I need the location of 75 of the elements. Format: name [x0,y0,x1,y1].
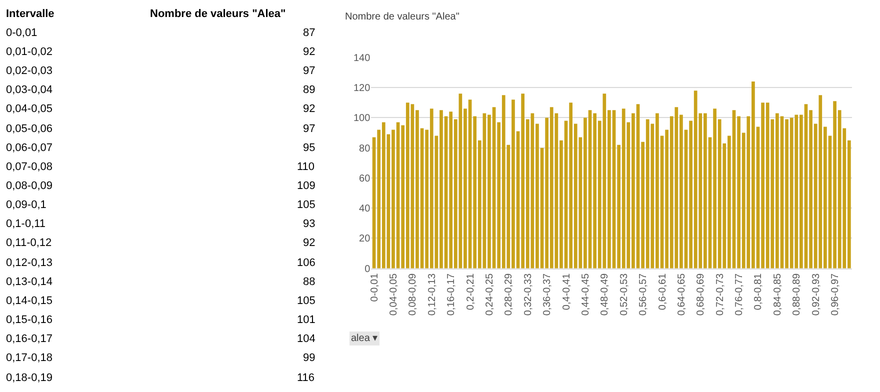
text: 0,02-0,03 [6,65,52,77]
y-tick-label: 20 [359,234,371,245]
x-tick-label: 0,48-0,49 [600,272,611,316]
text: 88 [303,276,316,288]
text: 105 [297,199,316,211]
x-tick-label: 0,4-0,41 [561,272,572,310]
y-tick-label: 100 [353,113,371,124]
text: Nombre de valeurs "Alea" [150,8,286,20]
y-tick-label: 120 [353,83,371,94]
x-tick-label: 0,08-0,09 [408,272,419,316]
text: 0,11-0,12 [6,237,52,249]
x-tick-label: 0,52-0,53 [618,272,630,316]
text: 0,08-0,09 [6,180,52,192]
text: 0,17-0,18 [6,352,52,364]
text: 101 [297,314,316,326]
text: alea ▾ [351,333,378,344]
text: 0,09-0,1 [6,199,46,211]
x-tick-label: 0,16-0,17 [446,272,458,316]
text: 0-0,01 [6,27,38,39]
y-tick-label: 60 [359,173,371,184]
y-tick-label: 80 [359,143,371,154]
text: 87 [303,27,316,39]
text: 116 [297,372,315,384]
x-tick-label: 0,64-0,65 [676,272,688,316]
text: 0,07-0,08 [6,161,52,173]
text: 0,16-0,17 [6,333,52,345]
x-tick-label: 0,56-0,57 [638,272,650,316]
chart-title: Nombre de valeurs "Alea" [345,12,460,22]
x-tick-label: 0,84-0,85 [772,272,784,316]
x-tick-label: 0,24-0,25 [484,272,496,316]
text: 0,06-0,07 [6,142,52,154]
x-tick-label: 0,6-0,61 [657,272,668,310]
x-tick-label: 0,04-0,05 [388,272,400,316]
x-tick-label: 0,36-0,37 [542,272,554,316]
text: 99 [303,352,316,364]
y-tick-label: 140 [353,52,371,64]
text: 93 [303,218,316,230]
text: 110 [297,161,315,173]
text: 0,13-0,14 [6,276,52,288]
text: 89 [303,84,316,96]
text: 97 [303,123,316,135]
text: 97 [303,65,316,77]
text: 0,12-0,13 [6,257,52,269]
x-tick-label: 0,96-0,97 [830,272,842,316]
text: 105 [297,295,316,307]
x-tick-label: 0,2-0,21 [465,272,476,310]
x-tick-label: 0,44-0,45 [580,272,592,316]
x-tick-label: 0,32-0,33 [522,272,534,316]
text: 109 [297,180,316,192]
text: 95 [303,142,316,154]
text: 104 [297,333,316,345]
y-tick-label: 0 [364,264,371,275]
text: 0,04-0,05 [6,103,52,115]
y-tick-label: 40 [359,204,371,215]
text: 0,1-0,11 [6,218,46,230]
text: 92 [303,103,316,115]
x-tick-label: 0,92-0,93 [810,272,822,316]
text: 0,18-0,19 [6,372,52,384]
x-tick-label: 0,28-0,29 [504,272,515,316]
x-tick-label: 0,68-0,69 [696,272,707,316]
x-tick-label: 0,12-0,13 [426,272,438,316]
x-tick-label: 0,76-0,77 [734,272,746,316]
x-tick-label: 0,72-0,73 [714,272,726,316]
text: 0,05-0,06 [6,123,52,135]
text: 0,14-0,15 [6,295,52,307]
text: 106 [297,257,316,269]
text: 92 [303,46,316,58]
text: Intervalle [6,8,54,20]
text: 0,15-0,16 [6,314,52,326]
x-tick-label: 0-0,01 [369,272,380,302]
text: 0,01-0,02 [6,46,52,58]
text: 0,03-0,04 [6,84,52,96]
x-tick-label: 0,8-0,81 [753,272,764,310]
x-tick-label: 0,88-0,89 [792,272,803,316]
text: 92 [303,237,316,249]
